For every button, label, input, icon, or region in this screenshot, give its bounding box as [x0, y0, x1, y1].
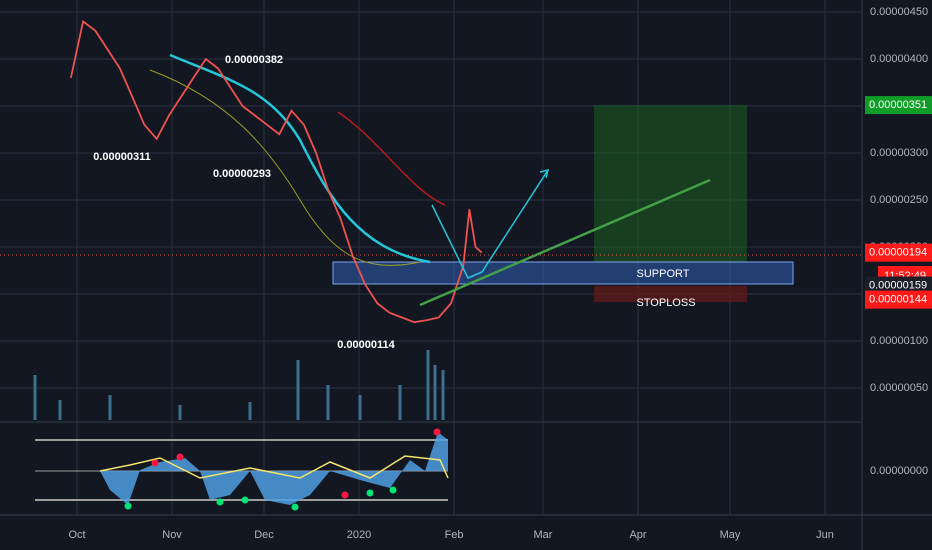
- price-label-box: [865, 96, 932, 115]
- annotation: STOPLOSS: [636, 297, 695, 309]
- y-axis: 0.000004500.000004000.000003500.00000300…: [68, 6, 932, 541]
- x-tick-label: Mar: [533, 529, 552, 541]
- dot: [216, 498, 224, 506]
- x-tick-label: Dec: [254, 529, 274, 541]
- x-tick-label: 2020: [347, 529, 371, 541]
- annotation: 0.00000382: [225, 54, 283, 66]
- x-tick-label: Jun: [816, 529, 834, 541]
- target-box: [594, 105, 747, 262]
- x-tick-label: May: [720, 529, 741, 541]
- annotation: 0.00000293: [213, 168, 271, 180]
- x-tick-label: Oct: [68, 529, 85, 541]
- dot: [366, 489, 374, 497]
- y-tick-label: 0.00000250: [870, 194, 928, 206]
- price-label-box: [865, 290, 932, 309]
- price-label-box: [865, 276, 932, 295]
- dot: [291, 503, 299, 511]
- price-label: 0.00000351: [869, 99, 927, 111]
- y-tick-label: 0.00000100: [870, 335, 928, 347]
- x-tick-label: Apr: [629, 529, 646, 541]
- annotation: 0.00000311: [93, 151, 151, 163]
- osc-dots: [124, 428, 441, 511]
- oscillator-signal: [99, 455, 449, 479]
- y-tick-label: 0.00000400: [870, 53, 928, 65]
- price-label: 0.00000194: [869, 247, 927, 259]
- dot: [151, 459, 159, 467]
- support-box: [332, 261, 794, 285]
- stop-box: [594, 286, 747, 302]
- dot: [433, 428, 441, 436]
- y-tick-label: 0.00000050: [870, 382, 928, 394]
- price-label-box: [865, 243, 932, 262]
- grid: [0, 0, 862, 515]
- dot: [389, 486, 397, 494]
- y-tick-label: 0.00000000: [870, 465, 928, 477]
- y-tick-label: 0.00000450: [870, 6, 928, 18]
- x-tick-label: Feb: [445, 529, 464, 541]
- oscillator: [100, 432, 448, 505]
- y-tick-label: 0.00000300: [870, 147, 928, 159]
- dot: [241, 496, 249, 504]
- arrow: [431, 169, 549, 279]
- arrow-head: [539, 168, 550, 179]
- price-label: 0.00000144: [869, 294, 927, 306]
- price-label: 0.00000159: [869, 279, 927, 291]
- volume: [33, 350, 445, 420]
- price-line: [70, 19, 483, 324]
- trend-line: [419, 178, 711, 307]
- annotation: 0.00000114: [337, 339, 395, 351]
- ma-line: [149, 69, 421, 266]
- dot: [176, 453, 184, 461]
- x-tick-label: Nov: [162, 529, 182, 541]
- price: [70, 19, 483, 324]
- annotation: SUPPORT: [637, 268, 690, 280]
- dot: [341, 491, 349, 499]
- ma-line: [337, 111, 446, 206]
- dot: [124, 502, 132, 510]
